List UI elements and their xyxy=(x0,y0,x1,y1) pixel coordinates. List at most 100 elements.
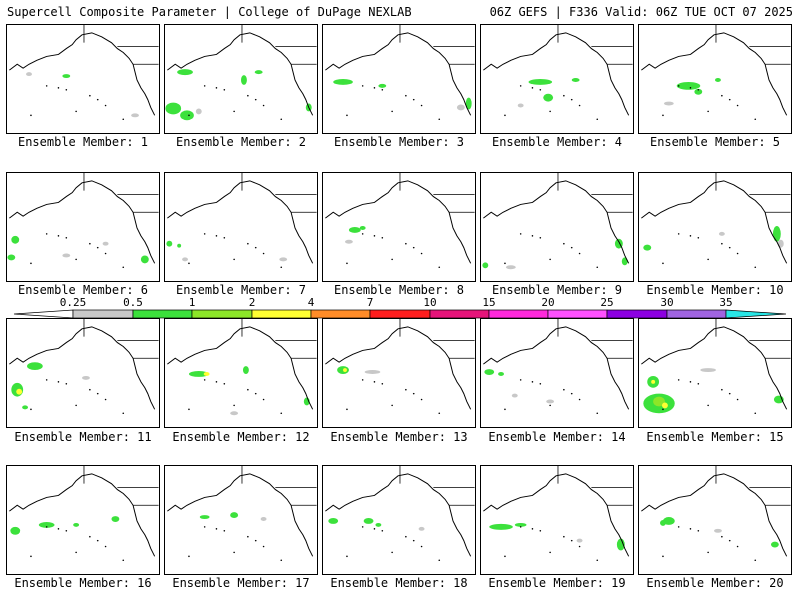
island xyxy=(122,412,125,415)
island xyxy=(519,526,522,528)
scp-contour xyxy=(82,375,90,380)
ensemble-member-map xyxy=(322,24,476,134)
member-label: Ensemble Member: 15 xyxy=(646,430,784,444)
scp-contour xyxy=(343,368,347,373)
colorbar-segment xyxy=(251,309,312,319)
scp-contour xyxy=(7,254,16,261)
island xyxy=(707,110,709,113)
member-label: Ensemble Member: 18 xyxy=(330,576,468,590)
basemap xyxy=(165,25,317,121)
scp-contour xyxy=(700,368,716,373)
island xyxy=(420,545,423,548)
island xyxy=(707,404,709,407)
island xyxy=(373,528,376,530)
island xyxy=(122,559,125,562)
scp-contour xyxy=(62,253,71,258)
island xyxy=(75,404,77,407)
island xyxy=(412,246,415,249)
ensemble-member-map xyxy=(6,24,160,134)
island xyxy=(504,262,506,265)
political-border xyxy=(715,173,791,213)
coastline xyxy=(641,32,788,116)
coastline xyxy=(483,32,630,116)
colorbar-tick-label: 10 xyxy=(423,296,437,309)
colorbar-tick-label: 4 xyxy=(307,296,315,309)
scp-contour xyxy=(230,512,239,519)
coastline xyxy=(641,326,788,410)
island xyxy=(247,94,249,97)
island xyxy=(707,551,709,554)
island xyxy=(549,258,551,261)
island xyxy=(736,398,739,401)
colorbar-segment xyxy=(191,309,253,319)
scp-contour xyxy=(180,110,194,121)
scp-contour xyxy=(241,75,247,85)
ensemble-member-map xyxy=(322,318,476,428)
island xyxy=(247,388,249,391)
scp-contour xyxy=(188,371,209,377)
scp-contour xyxy=(378,83,387,88)
colorbar-segment xyxy=(606,309,668,319)
scp-contour xyxy=(364,370,381,374)
island xyxy=(549,404,551,407)
scp-contour xyxy=(616,538,625,551)
basemap xyxy=(483,466,633,562)
island xyxy=(531,381,534,383)
island xyxy=(65,530,68,532)
island xyxy=(504,114,506,117)
island xyxy=(361,526,364,528)
scp-contour xyxy=(514,522,527,527)
island xyxy=(247,242,249,245)
member-label: Ensemble Member: 14 xyxy=(488,430,626,444)
basemap xyxy=(325,173,475,269)
scp-contour xyxy=(38,521,55,528)
member-label: Ensemble Member: 5 xyxy=(649,135,781,149)
island xyxy=(438,266,441,269)
valid-time: 06Z GEFS | F336 Valid: 06Z TUE OCT 07 20… xyxy=(489,5,793,19)
ensemble-member-map xyxy=(164,465,318,575)
island xyxy=(578,104,581,107)
colorbar-tick-label: 25 xyxy=(600,296,614,309)
scp-contour xyxy=(345,239,353,244)
island xyxy=(677,526,680,528)
member-label: Ensemble Member: 16 xyxy=(14,576,152,590)
island xyxy=(361,233,364,235)
island xyxy=(563,388,565,391)
island xyxy=(420,252,423,255)
island xyxy=(96,246,99,249)
island xyxy=(233,404,235,407)
island xyxy=(188,555,190,558)
island xyxy=(697,530,700,532)
basemap xyxy=(483,319,633,415)
scp-contour xyxy=(660,520,666,526)
island xyxy=(381,383,384,385)
coastline xyxy=(9,180,156,264)
scp-contour xyxy=(199,515,210,520)
island xyxy=(104,545,107,548)
island xyxy=(697,237,700,239)
island xyxy=(188,114,190,117)
political-border xyxy=(83,319,159,359)
scp-contour xyxy=(254,70,263,75)
political-border xyxy=(83,173,159,213)
island xyxy=(697,89,700,91)
island xyxy=(504,408,506,411)
political-border xyxy=(399,25,475,65)
scp-contour xyxy=(661,402,668,409)
island xyxy=(405,388,407,391)
scp-contour xyxy=(26,72,32,77)
island xyxy=(728,392,731,395)
island xyxy=(563,242,565,245)
political-border xyxy=(715,319,791,359)
political-border xyxy=(83,25,159,65)
scp-contour xyxy=(22,405,29,410)
island xyxy=(280,559,283,562)
colorbar-segment xyxy=(488,309,549,319)
island xyxy=(420,104,423,107)
member-label: Ensemble Member: 8 xyxy=(333,283,465,297)
scp-contour xyxy=(511,393,518,398)
island xyxy=(412,392,415,395)
island xyxy=(233,258,235,261)
island xyxy=(45,85,48,87)
scp-contour xyxy=(772,226,781,242)
